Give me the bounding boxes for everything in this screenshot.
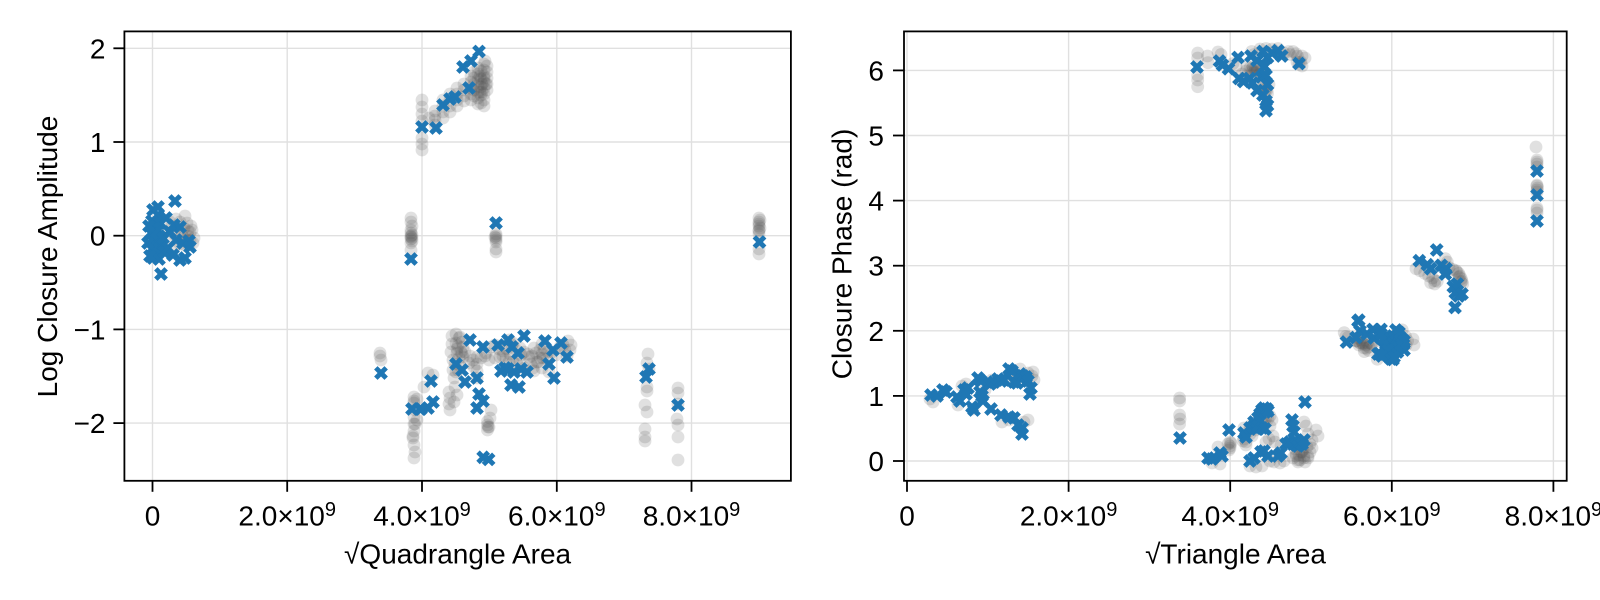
svg-text:Closure Phase (rad): Closure Phase (rad): [827, 129, 858, 380]
svg-text:8.0×109: 8.0×109: [1505, 499, 1600, 532]
svg-text:Log Closure Amplitude: Log Closure Amplitude: [32, 116, 63, 398]
svg-text:0: 0: [868, 446, 884, 477]
svg-text:2: 2: [90, 33, 106, 64]
svg-text:5: 5: [868, 121, 884, 152]
svg-text:−2: −2: [74, 408, 106, 439]
svg-text:6.0×109: 6.0×109: [508, 499, 606, 532]
svg-text:2: 2: [868, 316, 884, 347]
svg-text:0: 0: [899, 501, 915, 532]
svg-text:√Quadrangle Area: √Quadrangle Area: [344, 539, 572, 570]
svg-text:0: 0: [145, 501, 161, 532]
svg-text:√Triangle Area: √Triangle Area: [1145, 539, 1326, 570]
svg-text:6: 6: [868, 55, 884, 86]
svg-text:2.0×109: 2.0×109: [238, 499, 336, 532]
svg-text:0: 0: [90, 221, 106, 252]
svg-text:−1: −1: [74, 314, 106, 345]
svg-text:4.0×109: 4.0×109: [1181, 499, 1279, 532]
svg-text:3: 3: [868, 251, 884, 282]
svg-text:8.0×109: 8.0×109: [643, 499, 741, 532]
svg-text:1: 1: [90, 127, 106, 158]
svg-text:4: 4: [868, 186, 884, 217]
svg-text:4.0×109: 4.0×109: [373, 499, 471, 532]
svg-text:2.0×109: 2.0×109: [1020, 499, 1118, 532]
svg-text:6.0×109: 6.0×109: [1343, 499, 1441, 532]
svg-text:1: 1: [868, 381, 884, 412]
